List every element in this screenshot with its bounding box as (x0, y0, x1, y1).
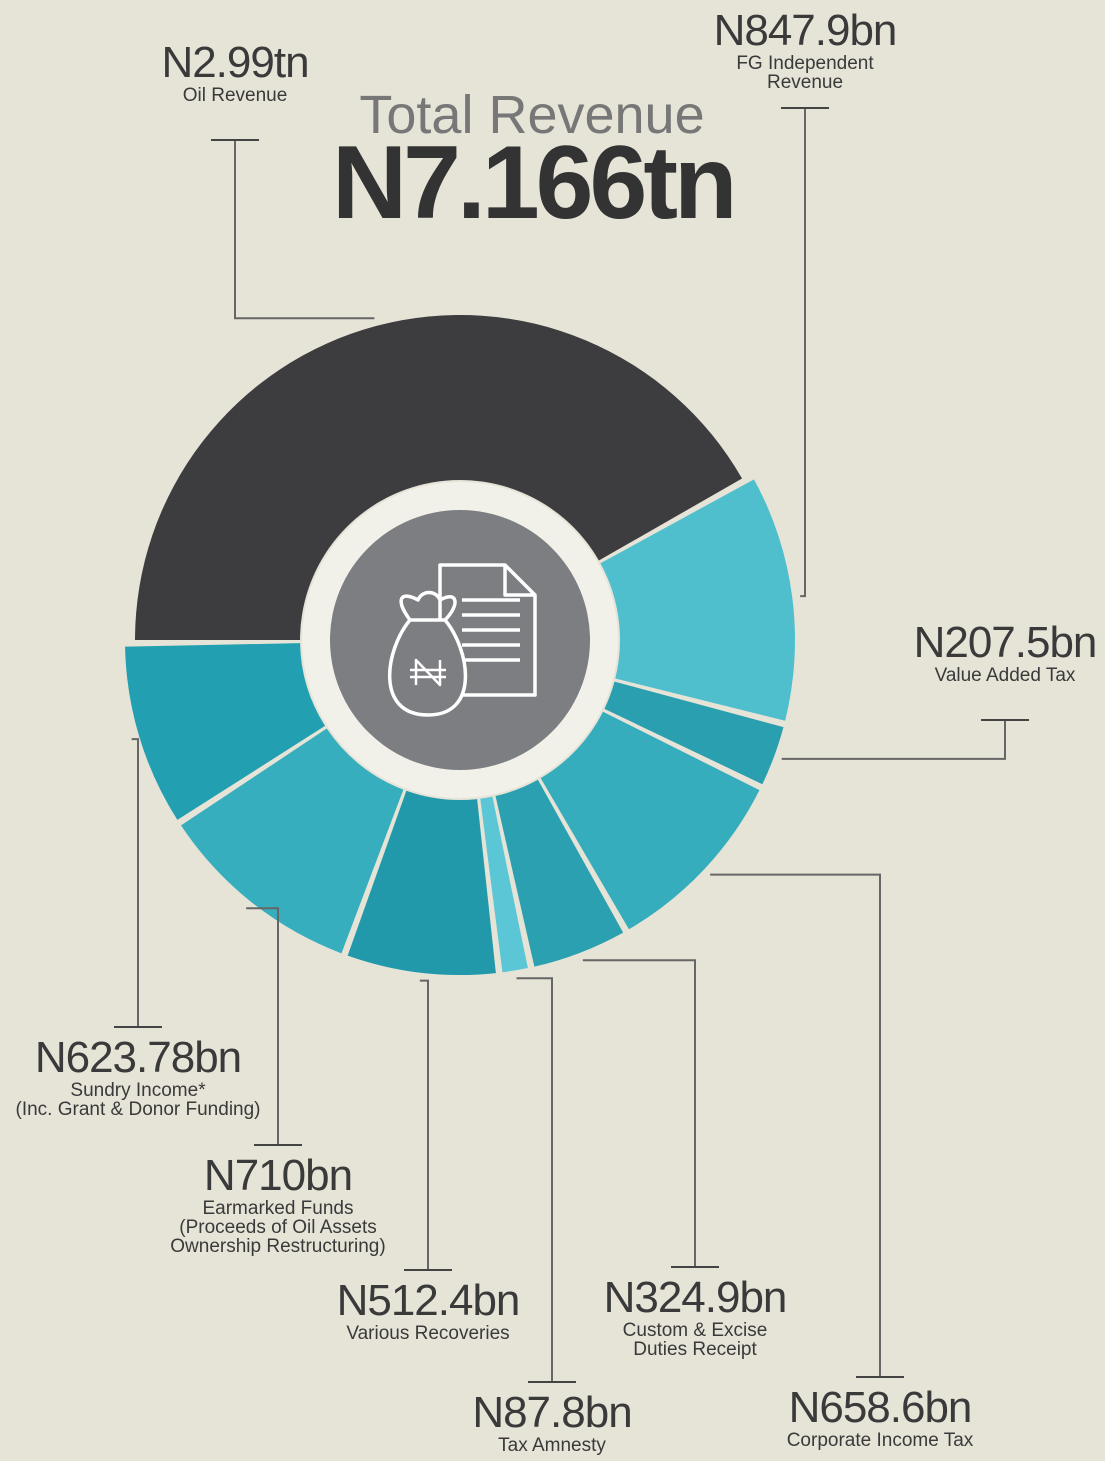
leader-line (582, 959, 696, 1267)
value-label: N512.4bn (336, 1276, 521, 1325)
slice (180, 728, 404, 954)
value-label: N710bn (203, 1151, 353, 1200)
value-label: N658.6bn (788, 1383, 973, 1432)
category-label: Oil Revenue (182, 85, 288, 106)
leader-line (131, 738, 139, 1027)
money-icon (387, 563, 537, 717)
slice-label: N512.4bn Various Recoveries (248, 1276, 608, 1344)
slice-label: N207.5bn Value Added Tax (825, 618, 1105, 686)
leader-line (246, 907, 279, 1145)
total-label: N7.166tn (332, 125, 738, 241)
slice (540, 711, 760, 930)
slice-label: N710bn Earmarked Funds (Proceeds of Oil A… (98, 1151, 458, 1257)
slices (125, 314, 796, 975)
slice (495, 779, 624, 967)
value-label: N87.8bn (472, 1388, 632, 1437)
slice-label: N324.9bn Custom & Excise Duties Receipt (515, 1273, 875, 1360)
slice-label: N87.8bn Tax Amnesty (372, 1388, 732, 1456)
slice (600, 479, 796, 721)
slice (480, 796, 528, 973)
value-label: N207.5bn (913, 618, 1098, 667)
value-label: N2.99tn (161, 38, 309, 87)
slice-label: N2.99tn Oil Revenue (55, 38, 415, 106)
leader-line (781, 720, 1006, 760)
leader-line (710, 873, 881, 1377)
value-label: N623.78bn (34, 1033, 242, 1082)
category-label: Value Added Tax (934, 665, 1076, 686)
slice (347, 790, 496, 975)
category-label: Various Recoveries (346, 1323, 510, 1344)
leader-line (419, 979, 429, 1270)
category-label: Custom & Excise Duties Receipt (622, 1320, 768, 1360)
slice-label: N847.9bn FG Independent Revenue (625, 6, 985, 93)
leader-line (516, 977, 553, 1382)
value-label: N324.9bn (603, 1273, 788, 1322)
category-label: Corporate Income Tax (786, 1430, 974, 1451)
slice-label: N623.78bn Sundry Income* (Inc. Grant & Do… (0, 1033, 318, 1120)
category-label: Tax Amnesty (498, 1435, 606, 1456)
slice (125, 643, 326, 820)
category-label: Sundry Income* (Inc. Grant & Donor Fundi… (15, 1080, 261, 1120)
category-label: Earmarked Funds (Proceeds of Oil Assets … (170, 1198, 386, 1257)
leaders (114, 107, 1029, 1383)
slice (604, 681, 784, 785)
value-label: N847.9bn (713, 6, 898, 55)
category-label: FG Independent Revenue (736, 53, 874, 93)
chart-title: Total Revenue (359, 85, 705, 145)
slice-label: N658.6bn Corporate Income Tax (700, 1383, 1060, 1451)
leader-line (234, 140, 375, 320)
slice (135, 314, 743, 640)
leader-line (800, 108, 806, 598)
